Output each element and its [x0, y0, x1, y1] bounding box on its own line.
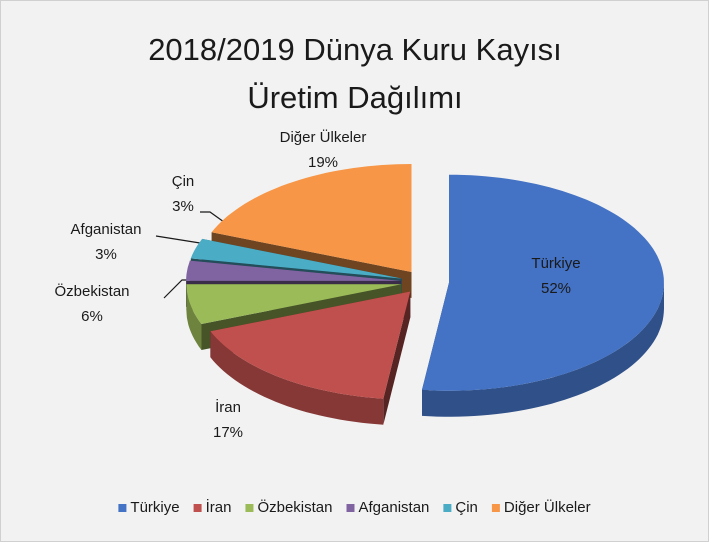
legend-label: Afganistan: [358, 499, 429, 516]
category-label: Türkiye: [531, 255, 580, 272]
legend-swatch: [491, 504, 500, 512]
legend-label: Çin: [455, 499, 478, 516]
slice-side: [210, 331, 384, 425]
value-label: 3%: [172, 198, 194, 215]
legend-swatch: [245, 504, 254, 512]
category-label: İran: [215, 398, 241, 416]
category-label: Çin: [172, 173, 195, 190]
slice: [190, 238, 402, 279]
value-label: 17%: [213, 424, 243, 441]
legend-label: İran: [206, 498, 232, 516]
legend-swatch: [346, 504, 355, 512]
slice: [186, 284, 402, 324]
legend-label: Türkiye: [130, 499, 179, 516]
leader-line: [155, 235, 201, 244]
category-label: Afganistan: [71, 221, 142, 238]
legend-label: Diğer Ülkeler: [504, 498, 591, 516]
slice-wall: [383, 291, 411, 425]
slice: [211, 164, 412, 272]
slice-group: [210, 291, 411, 425]
category-label: Diğer Ülkeler: [280, 128, 367, 146]
value-label: 6%: [81, 308, 103, 325]
value-label: 52%: [541, 280, 571, 297]
value-label: 3%: [95, 246, 117, 263]
category-label: Özbekistan: [54, 282, 129, 300]
legend-label: Özbekistan: [257, 498, 332, 516]
legend-swatch: [443, 504, 452, 512]
value-label: 19%: [308, 154, 338, 171]
legend: Türkiye İran Özbekistan Afganistan Çin Diğer …: [118, 498, 591, 516]
leader-line: [200, 211, 225, 223]
chart-title: 2018/2019 Dünya Kuru Kayısı Üretim Dağıl…: [148, 32, 562, 115]
slice: [422, 174, 664, 391]
slice-side: [422, 282, 664, 417]
slice-group: [422, 174, 664, 417]
slice-side: [186, 284, 202, 350]
legend-swatch: [118, 504, 127, 512]
slice: [186, 260, 402, 281]
slice: [210, 291, 411, 399]
legend-swatch: [193, 504, 202, 512]
